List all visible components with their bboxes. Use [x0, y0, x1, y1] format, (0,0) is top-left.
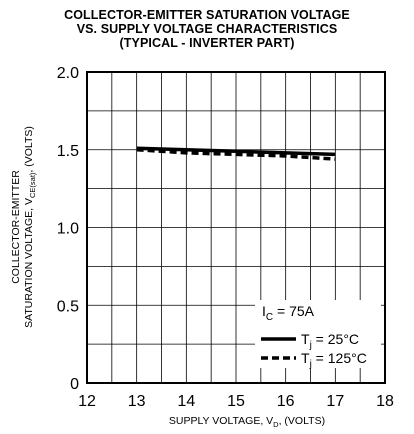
- x-tick-label: 16: [277, 393, 295, 410]
- legend-entry-tj-125: Tj = 125°C: [301, 350, 367, 370]
- y-tick-labels: 0 0.5 1.0 1.5 2.0: [57, 65, 79, 393]
- x-tick-label: 13: [128, 393, 146, 410]
- plot-area: [86, 71, 386, 384]
- x-tick-labels: 12 13 14 15 16 17 18: [78, 393, 394, 410]
- x-tick-label: 12: [78, 393, 96, 410]
- y-tick-label: 0.5: [57, 298, 79, 315]
- series-line-tj-25: [136, 146, 336, 157]
- legend-entry-tj-25: Tj = 25°C: [301, 331, 359, 351]
- series-line-tj-125: [136, 148, 336, 161]
- chart-title-line-2: VS. SUPPLY VOLTAGE CHARACTERISTICS: [76, 22, 338, 36]
- y-axis-label-line-1: COLLECTOR-EMITTER: [10, 170, 22, 284]
- y-tick-label: 0: [70, 376, 79, 393]
- x-tick-label: 14: [177, 393, 195, 410]
- series-lines: [136, 146, 336, 161]
- y-tick-label: 1.5: [57, 143, 79, 160]
- y-tick-label: 2.0: [57, 65, 79, 82]
- y-tick-label: 1.0: [57, 221, 79, 238]
- x-tick-label: 18: [376, 393, 394, 410]
- x-axis-label: SUPPLY VOLTAGE, VD, (VOLTS): [169, 415, 325, 429]
- legend-header: IC = 75A: [262, 303, 315, 323]
- x-tick-label: 17: [326, 393, 344, 410]
- chart-title-line-3: (TYPICAL - INVERTER PART): [119, 36, 295, 50]
- chart-title-line-1: COLLECTOR-EMITTER SATURATION VOLTAGE: [64, 8, 350, 22]
- y-axis-label-line-2: SATURATION VOLTAGE, VCE(sat), (VOLTS): [23, 126, 37, 328]
- x-tick-label: 15: [227, 393, 245, 410]
